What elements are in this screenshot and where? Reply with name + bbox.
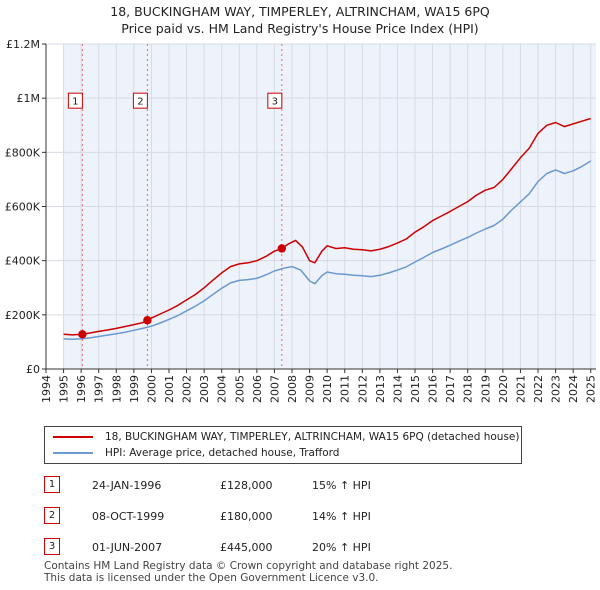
x-tick-label: 2001 <box>163 375 176 403</box>
attribution-line-2: This data is licensed under the Open Gov… <box>44 572 379 584</box>
x-tick-label: 2022 <box>532 375 545 403</box>
x-tick-label: 2017 <box>444 375 457 403</box>
sale-label-number: 3 <box>272 97 278 108</box>
x-tick-label: 2025 <box>585 375 598 403</box>
y-tick-label: £600K <box>5 201 41 214</box>
transaction-date: 01-JUN-2007 <box>92 541 163 554</box>
x-tick-label: 2004 <box>216 375 229 403</box>
attribution-line-1: Contains HM Land Registry data © Crown c… <box>44 560 453 572</box>
price-chart: 1994 1995 1996 1997 1998 1999 2000 2001 2002 2003… <box>5 38 598 403</box>
x-tick-label: 1995 <box>58 375 71 403</box>
x-tick-label: 2006 <box>251 375 264 403</box>
sale-label-box <box>67 92 83 109</box>
transaction-number-badge: 1 <box>44 476 60 493</box>
sale-label-number: 2 <box>137 97 143 108</box>
x-tick-label: 2021 <box>514 375 527 403</box>
transaction-row: 3 01-JUN-2007 £445,000 20% ↑ HPI <box>44 538 444 558</box>
y-tick-label: £800K <box>5 146 41 159</box>
chart-title: 18, BUCKINGHAM WAY, TIMPERLEY, ALTRINCHA… <box>110 4 490 19</box>
transaction-row: 2 08-OCT-1999 £180,000 14% ↑ HPI <box>44 507 444 527</box>
y-tick-label: £200K <box>5 309 41 322</box>
x-tick-label: 2005 <box>233 375 246 403</box>
transaction-hpi-change: 20% ↑ HPI <box>312 541 371 554</box>
legend-item-hpi: HPI: Average price, detached house, Traf… <box>53 446 339 460</box>
y-tick-label: £0 <box>26 363 40 376</box>
sale-label-number: 1 <box>72 97 78 108</box>
transaction-number-badge: 3 <box>44 538 60 555</box>
x-tick-label: 1994 <box>40 375 53 403</box>
x-tick-label: 2018 <box>462 375 475 403</box>
transaction-date: 24-JAN-1996 <box>92 479 162 492</box>
y-tick-label: £1M <box>17 92 41 105</box>
x-tick-label: 2003 <box>198 375 211 403</box>
x-tick-label: 1999 <box>128 375 141 403</box>
x-tick-label: 2013 <box>374 375 387 403</box>
x-tick-label: 2002 <box>181 375 194 403</box>
sale-point <box>143 316 152 325</box>
transaction-price: £128,000 <box>220 479 273 492</box>
legend-swatch-property <box>53 436 93 438</box>
x-tick-label: 2014 <box>391 375 404 403</box>
x-tick-label: 2000 <box>145 375 158 403</box>
transaction-row: 1 24-JAN-1996 £128,000 15% ↑ HPI <box>44 476 444 496</box>
sale-label-box <box>132 92 148 109</box>
sale-point <box>78 330 87 339</box>
x-tick-label: 2009 <box>304 375 317 403</box>
transaction-hpi-change: 14% ↑ HPI <box>312 510 371 523</box>
x-tick-label: 2011 <box>339 375 352 403</box>
sale-point <box>277 244 287 253</box>
x-tick-label: 2012 <box>356 375 369 403</box>
x-tick-label: 2007 <box>268 375 281 403</box>
legend-label-hpi: HPI: Average price, detached house, Traf… <box>105 447 340 459</box>
transaction-date: 08-OCT-1999 <box>92 510 165 523</box>
x-tick-label: 2016 <box>427 375 440 403</box>
y-tick-label: £400K <box>5 255 41 268</box>
y-tick-label: £1.2M <box>6 38 40 51</box>
legend-label-property: 18, BUCKINGHAM WAY, TIMPERLEY, ALTRINCHA… <box>105 431 520 443</box>
x-tick-label: 2019 <box>479 375 492 403</box>
transaction-number-badge: 2 <box>44 507 60 524</box>
legend-swatch-hpi <box>53 452 93 454</box>
x-tick-label: 2008 <box>286 375 299 403</box>
sale-label-box <box>267 92 283 109</box>
x-tick-label: 1997 <box>93 375 106 403</box>
chart-subtitle: Price paid vs. HM Land Registry's House … <box>121 21 479 36</box>
x-tick-label: 2020 <box>497 375 510 403</box>
transaction-price: £180,000 <box>220 510 273 523</box>
x-tick-label: 2015 <box>409 375 422 403</box>
x-tick-label: 2010 <box>321 375 334 403</box>
x-tick-label: 1998 <box>110 375 123 403</box>
legend-item-property: 18, BUCKINGHAM WAY, TIMPERLEY, ALTRINCHA… <box>53 430 520 444</box>
chart-legend: 18, BUCKINGHAM WAY, TIMPERLEY, ALTRINCHA… <box>44 426 522 464</box>
x-tick-label: 1996 <box>75 375 88 403</box>
hpi-line <box>63 160 592 340</box>
attribution-footer: Contains HM Land Registry data © Crown c… <box>44 560 452 584</box>
x-tick-label: 2023 <box>550 375 563 403</box>
transaction-price: £445,000 <box>220 541 273 554</box>
transaction-hpi-change: 15% ↑ HPI <box>312 479 371 492</box>
x-tick-label: 2024 <box>567 375 580 403</box>
